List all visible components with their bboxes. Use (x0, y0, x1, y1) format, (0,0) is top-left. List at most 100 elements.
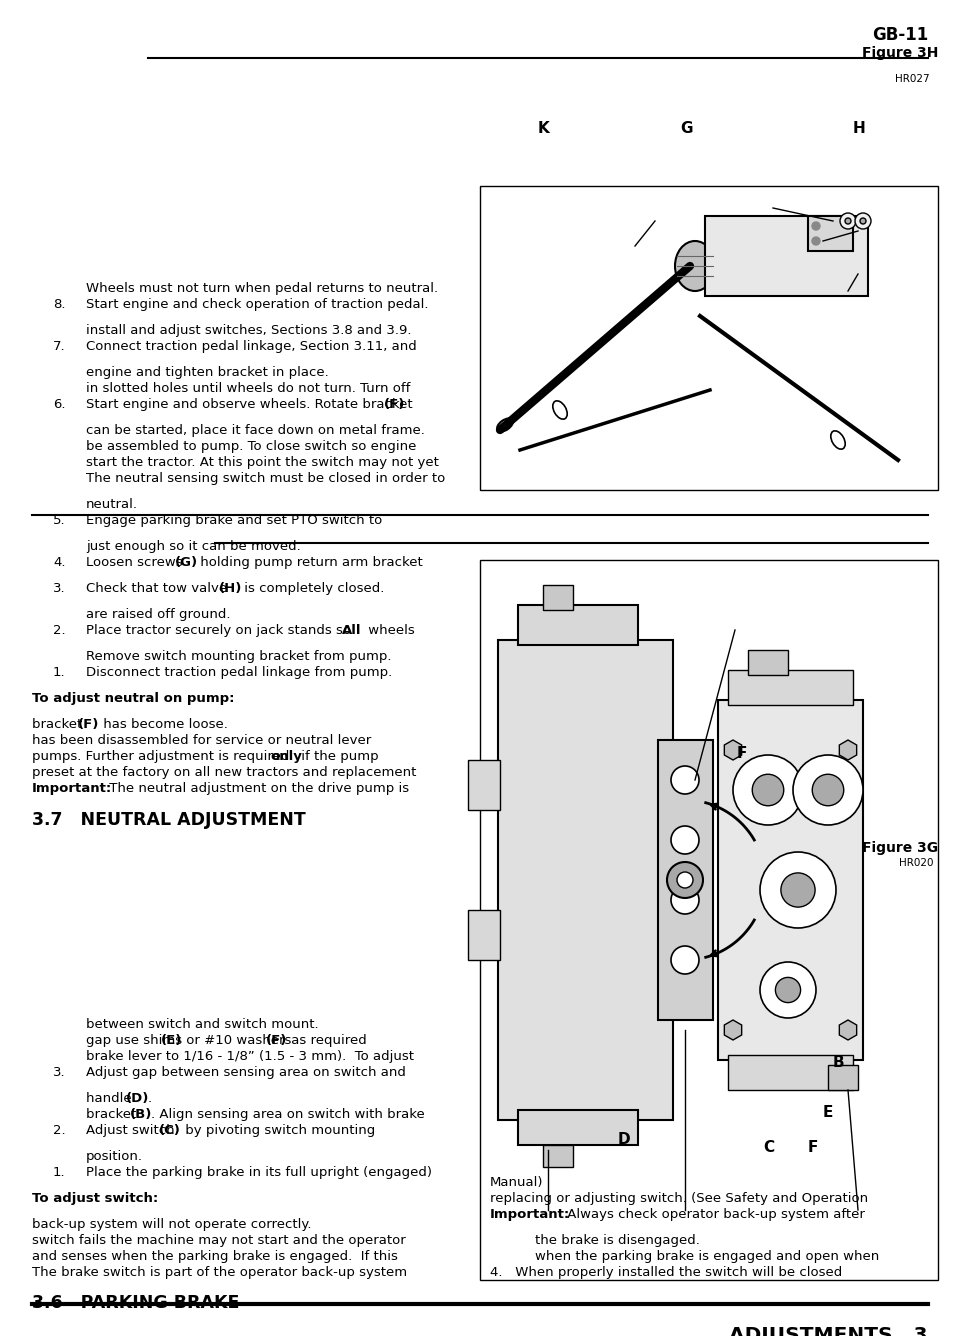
Text: C: C (763, 1140, 774, 1156)
Text: F: F (737, 745, 748, 762)
Text: 8.: 8. (53, 298, 65, 311)
Text: Important:: Important: (32, 782, 112, 795)
Text: by pivoting switch mounting: by pivoting switch mounting (181, 1124, 375, 1137)
Text: 2.: 2. (53, 624, 65, 637)
Text: replacing or adjusting switch. (See Safety and Operation: replacing or adjusting switch. (See Safe… (490, 1192, 868, 1205)
Text: The neutral sensing switch must be closed in order to: The neutral sensing switch must be close… (86, 472, 445, 485)
Text: The neutral adjustment on the drive pump is: The neutral adjustment on the drive pump… (105, 782, 409, 795)
Text: between switch and switch mount.: between switch and switch mount. (86, 1018, 319, 1031)
Text: brake lever to 1/16 - 1/8” (1.5 - 3 mm).  To adjust: brake lever to 1/16 - 1/8” (1.5 - 3 mm).… (86, 1050, 414, 1063)
Text: is completely closed.: is completely closed. (240, 582, 384, 595)
Text: just enough so it can be moved.: just enough so it can be moved. (86, 540, 300, 553)
Text: Disconnect traction pedal linkage from pump.: Disconnect traction pedal linkage from p… (86, 667, 393, 679)
Bar (658, 740, 713, 1019)
Text: only: only (270, 749, 301, 763)
Text: Loosen screws: Loosen screws (86, 556, 187, 569)
Circle shape (776, 978, 801, 1002)
Circle shape (671, 826, 699, 854)
Text: (G): (G) (175, 556, 198, 569)
Circle shape (812, 775, 844, 806)
Bar (808, 216, 853, 251)
Text: bracket: bracket (86, 1108, 140, 1121)
Bar (518, 1110, 638, 1145)
Text: 7.: 7. (53, 339, 65, 353)
Text: back-up system will not operate correctly.: back-up system will not operate correctl… (32, 1218, 311, 1230)
Bar (748, 651, 788, 675)
Circle shape (855, 212, 871, 228)
Text: switch fails the machine may not start and the operator: switch fails the machine may not start a… (32, 1234, 406, 1246)
Text: (D): (D) (126, 1092, 150, 1105)
Text: if the pump: if the pump (297, 749, 378, 763)
Text: Remove switch mounting bracket from pump.: Remove switch mounting bracket from pump… (86, 651, 392, 663)
Bar (828, 1065, 858, 1090)
Text: H: H (853, 122, 866, 136)
Text: HR027: HR027 (896, 73, 930, 84)
Circle shape (860, 218, 866, 224)
Circle shape (760, 962, 816, 1018)
Bar (468, 760, 500, 810)
Text: 3.7   NEUTRAL ADJUSTMENT: 3.7 NEUTRAL ADJUSTMENT (32, 811, 305, 830)
Circle shape (671, 886, 699, 914)
Text: or #10 washers: or #10 washers (182, 1034, 296, 1047)
Text: Start engine and check operation of traction pedal.: Start engine and check operation of trac… (86, 298, 428, 311)
Circle shape (667, 862, 703, 898)
Text: Check that tow valve: Check that tow valve (86, 582, 231, 595)
Text: handle: handle (86, 1092, 136, 1105)
Text: 2.: 2. (53, 1124, 65, 1137)
Text: All: All (342, 624, 362, 637)
Text: be assembled to pump. To close switch so engine: be assembled to pump. To close switch so… (86, 440, 417, 453)
Text: wheels: wheels (364, 624, 415, 637)
Text: Figure 3G: Figure 3G (862, 840, 938, 855)
Text: 4.: 4. (53, 556, 65, 569)
Text: GB-11: GB-11 (872, 25, 928, 44)
Text: HR020: HR020 (899, 858, 933, 868)
Text: K: K (538, 122, 550, 136)
Text: (H): (H) (219, 582, 242, 595)
Bar (480, 186, 938, 490)
Text: 5.: 5. (53, 514, 65, 526)
Circle shape (793, 755, 863, 826)
Text: has become loose.: has become loose. (99, 717, 228, 731)
Text: 3.: 3. (53, 582, 65, 595)
Ellipse shape (497, 418, 513, 432)
Text: F: F (808, 1140, 818, 1156)
Text: position.: position. (86, 1150, 143, 1164)
Text: pumps. Further adjustment is required: pumps. Further adjustment is required (32, 749, 294, 763)
Bar (518, 605, 638, 645)
Bar (728, 669, 853, 705)
Text: 1.: 1. (53, 667, 65, 679)
Bar (543, 585, 573, 611)
Text: holding pump return arm bracket: holding pump return arm bracket (196, 556, 422, 569)
Ellipse shape (553, 401, 567, 420)
Text: 1.: 1. (53, 1166, 65, 1178)
Text: ADJUSTMENTS   3: ADJUSTMENTS 3 (730, 1327, 928, 1336)
Text: Adjust gap between sensing area on switch and: Adjust gap between sensing area on switc… (86, 1066, 406, 1079)
Text: (E): (E) (161, 1034, 182, 1047)
Bar (498, 640, 673, 1120)
Text: (F): (F) (266, 1034, 287, 1047)
Text: 3.6   PARKING BRAKE: 3.6 PARKING BRAKE (32, 1295, 239, 1312)
Text: bracket: bracket (32, 717, 86, 731)
Text: (F): (F) (78, 717, 100, 731)
Circle shape (760, 852, 836, 929)
Text: Place tractor securely on jack stands so: Place tractor securely on jack stands so (86, 624, 355, 637)
Circle shape (671, 946, 699, 974)
Text: 6.: 6. (53, 398, 65, 411)
Circle shape (733, 755, 803, 826)
Text: The brake switch is part of the operator back-up system: The brake switch is part of the operator… (32, 1267, 407, 1279)
Text: are raised off ground.: are raised off ground. (86, 608, 230, 621)
Text: Start engine and observe wheels. Rotate bracket: Start engine and observe wheels. Rotate … (86, 398, 417, 411)
Text: Important:: Important: (490, 1208, 570, 1221)
Ellipse shape (675, 240, 715, 291)
Text: has been disassembled for service or neutral lever: has been disassembled for service or neu… (32, 733, 372, 747)
Circle shape (845, 218, 851, 224)
Text: Adjust switch: Adjust switch (86, 1124, 179, 1137)
Circle shape (671, 766, 699, 794)
Text: the brake is disengaged.: the brake is disengaged. (535, 1234, 700, 1246)
Bar (543, 1145, 573, 1168)
Bar (705, 216, 868, 297)
Text: Figure 3H: Figure 3H (862, 45, 938, 60)
Text: can be started, place it face down on metal frame.: can be started, place it face down on me… (86, 424, 425, 437)
Text: .: . (148, 1092, 152, 1105)
Circle shape (677, 872, 693, 888)
